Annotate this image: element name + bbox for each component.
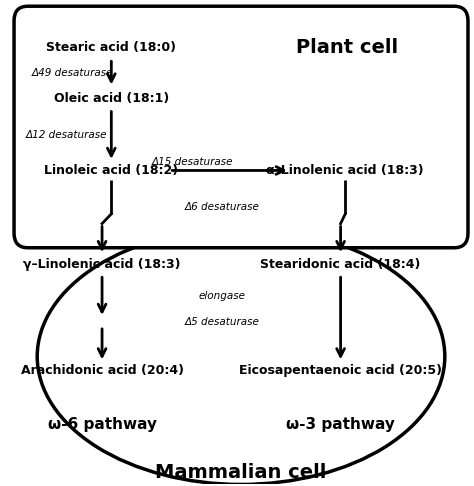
Text: Oleic acid (18:1): Oleic acid (18:1) — [54, 91, 169, 104]
Text: Δ49 desaturase: Δ49 desaturase — [32, 68, 113, 78]
Text: γ–Linolenic acid (18:3): γ–Linolenic acid (18:3) — [23, 258, 181, 271]
Text: ω-3 pathway: ω-3 pathway — [286, 417, 395, 432]
Text: Stearic acid (18:0): Stearic acid (18:0) — [46, 41, 176, 54]
Text: elongase: elongase — [199, 291, 246, 301]
Text: ω-6 pathway: ω-6 pathway — [47, 417, 156, 432]
Text: Arachidonic acid (20:4): Arachidonic acid (20:4) — [20, 364, 183, 378]
Text: Δ6 desaturase: Δ6 desaturase — [185, 202, 260, 212]
Text: Δ15 desaturase: Δ15 desaturase — [152, 157, 233, 167]
Text: Linoleic acid (18:2): Linoleic acid (18:2) — [44, 164, 178, 177]
Ellipse shape — [37, 228, 445, 485]
FancyBboxPatch shape — [14, 6, 468, 248]
Text: Mammalian cell: Mammalian cell — [155, 463, 327, 482]
Text: Plant cell: Plant cell — [296, 38, 399, 57]
Text: Δ5 desaturase: Δ5 desaturase — [185, 317, 260, 327]
Text: Δ12 desaturase: Δ12 desaturase — [26, 130, 107, 140]
Text: Stearidonic acid (18:4): Stearidonic acid (18:4) — [260, 258, 421, 271]
Text: α–Linolenic acid (18:3): α–Linolenic acid (18:3) — [266, 164, 424, 177]
Text: Eicosapentaenoic acid (20:5): Eicosapentaenoic acid (20:5) — [239, 364, 442, 378]
